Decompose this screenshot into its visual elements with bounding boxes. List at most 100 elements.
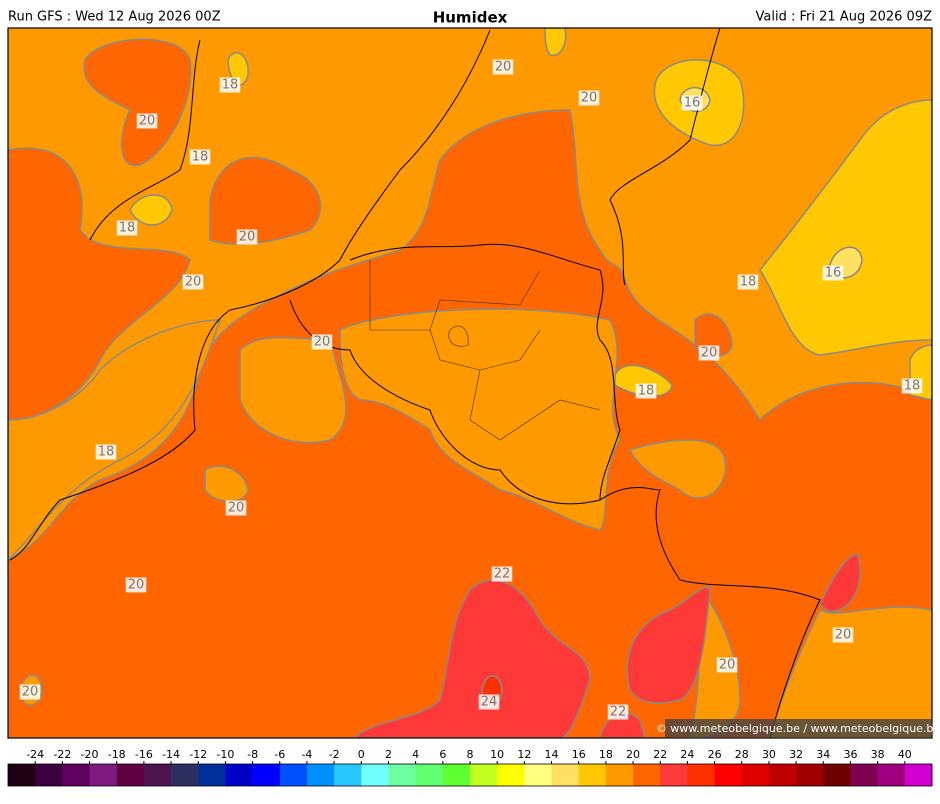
colorbar-tick-label: 6 [439,748,446,761]
valid-info: Valid : Fri 21 Aug 2026 09Z [756,10,933,25]
contour-label: 20 [495,60,512,75]
contour-label: 16 [825,266,842,281]
colorbar-tick-label: 38 [871,748,885,761]
color-cell [334,764,362,786]
contour-label: 20 [581,91,598,106]
colorbar-tick-label: -18 [108,748,126,761]
color-cell [524,764,552,786]
color-cell [388,764,416,786]
label-box [125,577,147,593]
color-cell [850,764,878,786]
colorbar-tick-label: -20 [81,748,99,761]
color-cell [741,764,770,786]
contour-label: 20 [139,114,156,129]
colorbar-tick-label: 26 [708,748,722,761]
run-info: Run GFS : Wed 12 Aug 2026 00Z [8,10,221,25]
label-box [578,90,600,106]
label-box [681,95,703,111]
color-cell [198,764,226,786]
colorbar-tick-label: 40 [898,748,912,761]
colorbar-tick-label: 10 [490,748,504,761]
colorbar-tick-label: 12 [517,748,531,761]
credit: © www.meteobelgique.be / www.meteobelgiq… [656,722,940,735]
colorbar-tick-label: -4 [301,748,312,761]
label-box [219,77,241,93]
colorbar-tick-label: -6 [274,748,285,761]
color-cell [361,764,389,786]
label-box [716,657,738,673]
colorbar-tick-label: 8 [467,748,474,761]
label-box [698,345,720,361]
color-cell [551,764,580,786]
colorbar-tick-label: 32 [789,748,803,761]
colorbar: -24 -22 -20 -18 -16 -14 -12 -10 -8 -6 -4 -2 0 2 4 6 8 10 1… [7,748,933,787]
colorbar-tick-label: 18 [599,748,613,761]
label-box [116,220,138,236]
color-cell [279,764,308,786]
color-cell [605,764,634,786]
colorbar-tick-label: 34 [816,748,830,761]
contour-label: 20 [314,335,331,350]
color-cell [877,764,906,786]
color-cell [62,764,90,786]
color-cell [35,764,63,786]
color-cell [660,764,688,786]
color-cell [578,764,607,786]
label-box [189,149,211,165]
color-cell [497,764,525,786]
color-cell [89,764,118,786]
label-box [822,265,844,281]
colorbar-tick-label: 0 [358,748,365,761]
colorbar-tick-label: 36 [843,748,857,761]
contour-label: 22 [494,567,511,582]
color-cell [904,764,933,786]
color-cell [633,764,661,786]
colorbar-tick-label: 16 [572,748,586,761]
contour-label: 20 [22,685,39,700]
colorbar-tick-label: -14 [162,748,180,761]
contour-label: 20 [719,658,736,673]
colorbar-tick-label: 22 [653,748,667,761]
color-cell [171,764,199,786]
contour-label: 22 [610,705,627,720]
color-cell [143,764,172,786]
contour-label: 20 [128,578,145,593]
label-box [832,627,854,643]
contour-label: 20 [835,628,852,643]
contour-labels: 20 18 18 18 20 20 20 18 20 20 20 20 20 1… [19,59,923,720]
label-box [492,59,514,75]
title: Humidex [433,9,508,27]
colorbar-tick-label: -10 [216,748,234,761]
color-cell [442,764,471,786]
colorbar-tick-label: 24 [680,748,694,761]
colorbar-tick-label: -16 [135,748,153,761]
contour-label: 18 [222,78,239,93]
label-box [737,274,759,290]
contour-label: 20 [701,346,718,361]
label-box [478,694,500,710]
colorbar-tick-label: -12 [189,748,207,761]
color-cell [796,764,824,786]
contour-label: 18 [740,275,757,290]
label-box [311,334,333,350]
color-cell [415,764,444,786]
colorbar-tick-label: 30 [762,748,776,761]
contour-label: 18 [119,221,136,236]
colorbar-tick-label: 2 [385,748,392,761]
contour-label: 20 [228,501,245,516]
label-box [19,684,41,700]
color-cell [714,764,743,786]
label-box [236,229,258,245]
contour-label: 16 [684,96,701,111]
color-cell [252,764,281,786]
contour-label: 18 [192,150,209,165]
colorbar-tick-label: 4 [412,748,419,761]
colorbar-tick-label: -2 [329,748,340,761]
label-box [607,704,629,720]
contour-label: 18 [638,384,655,399]
color-cell [823,764,851,786]
label-box [225,500,247,516]
label-box [182,274,204,290]
contour-label: 20 [239,230,256,245]
